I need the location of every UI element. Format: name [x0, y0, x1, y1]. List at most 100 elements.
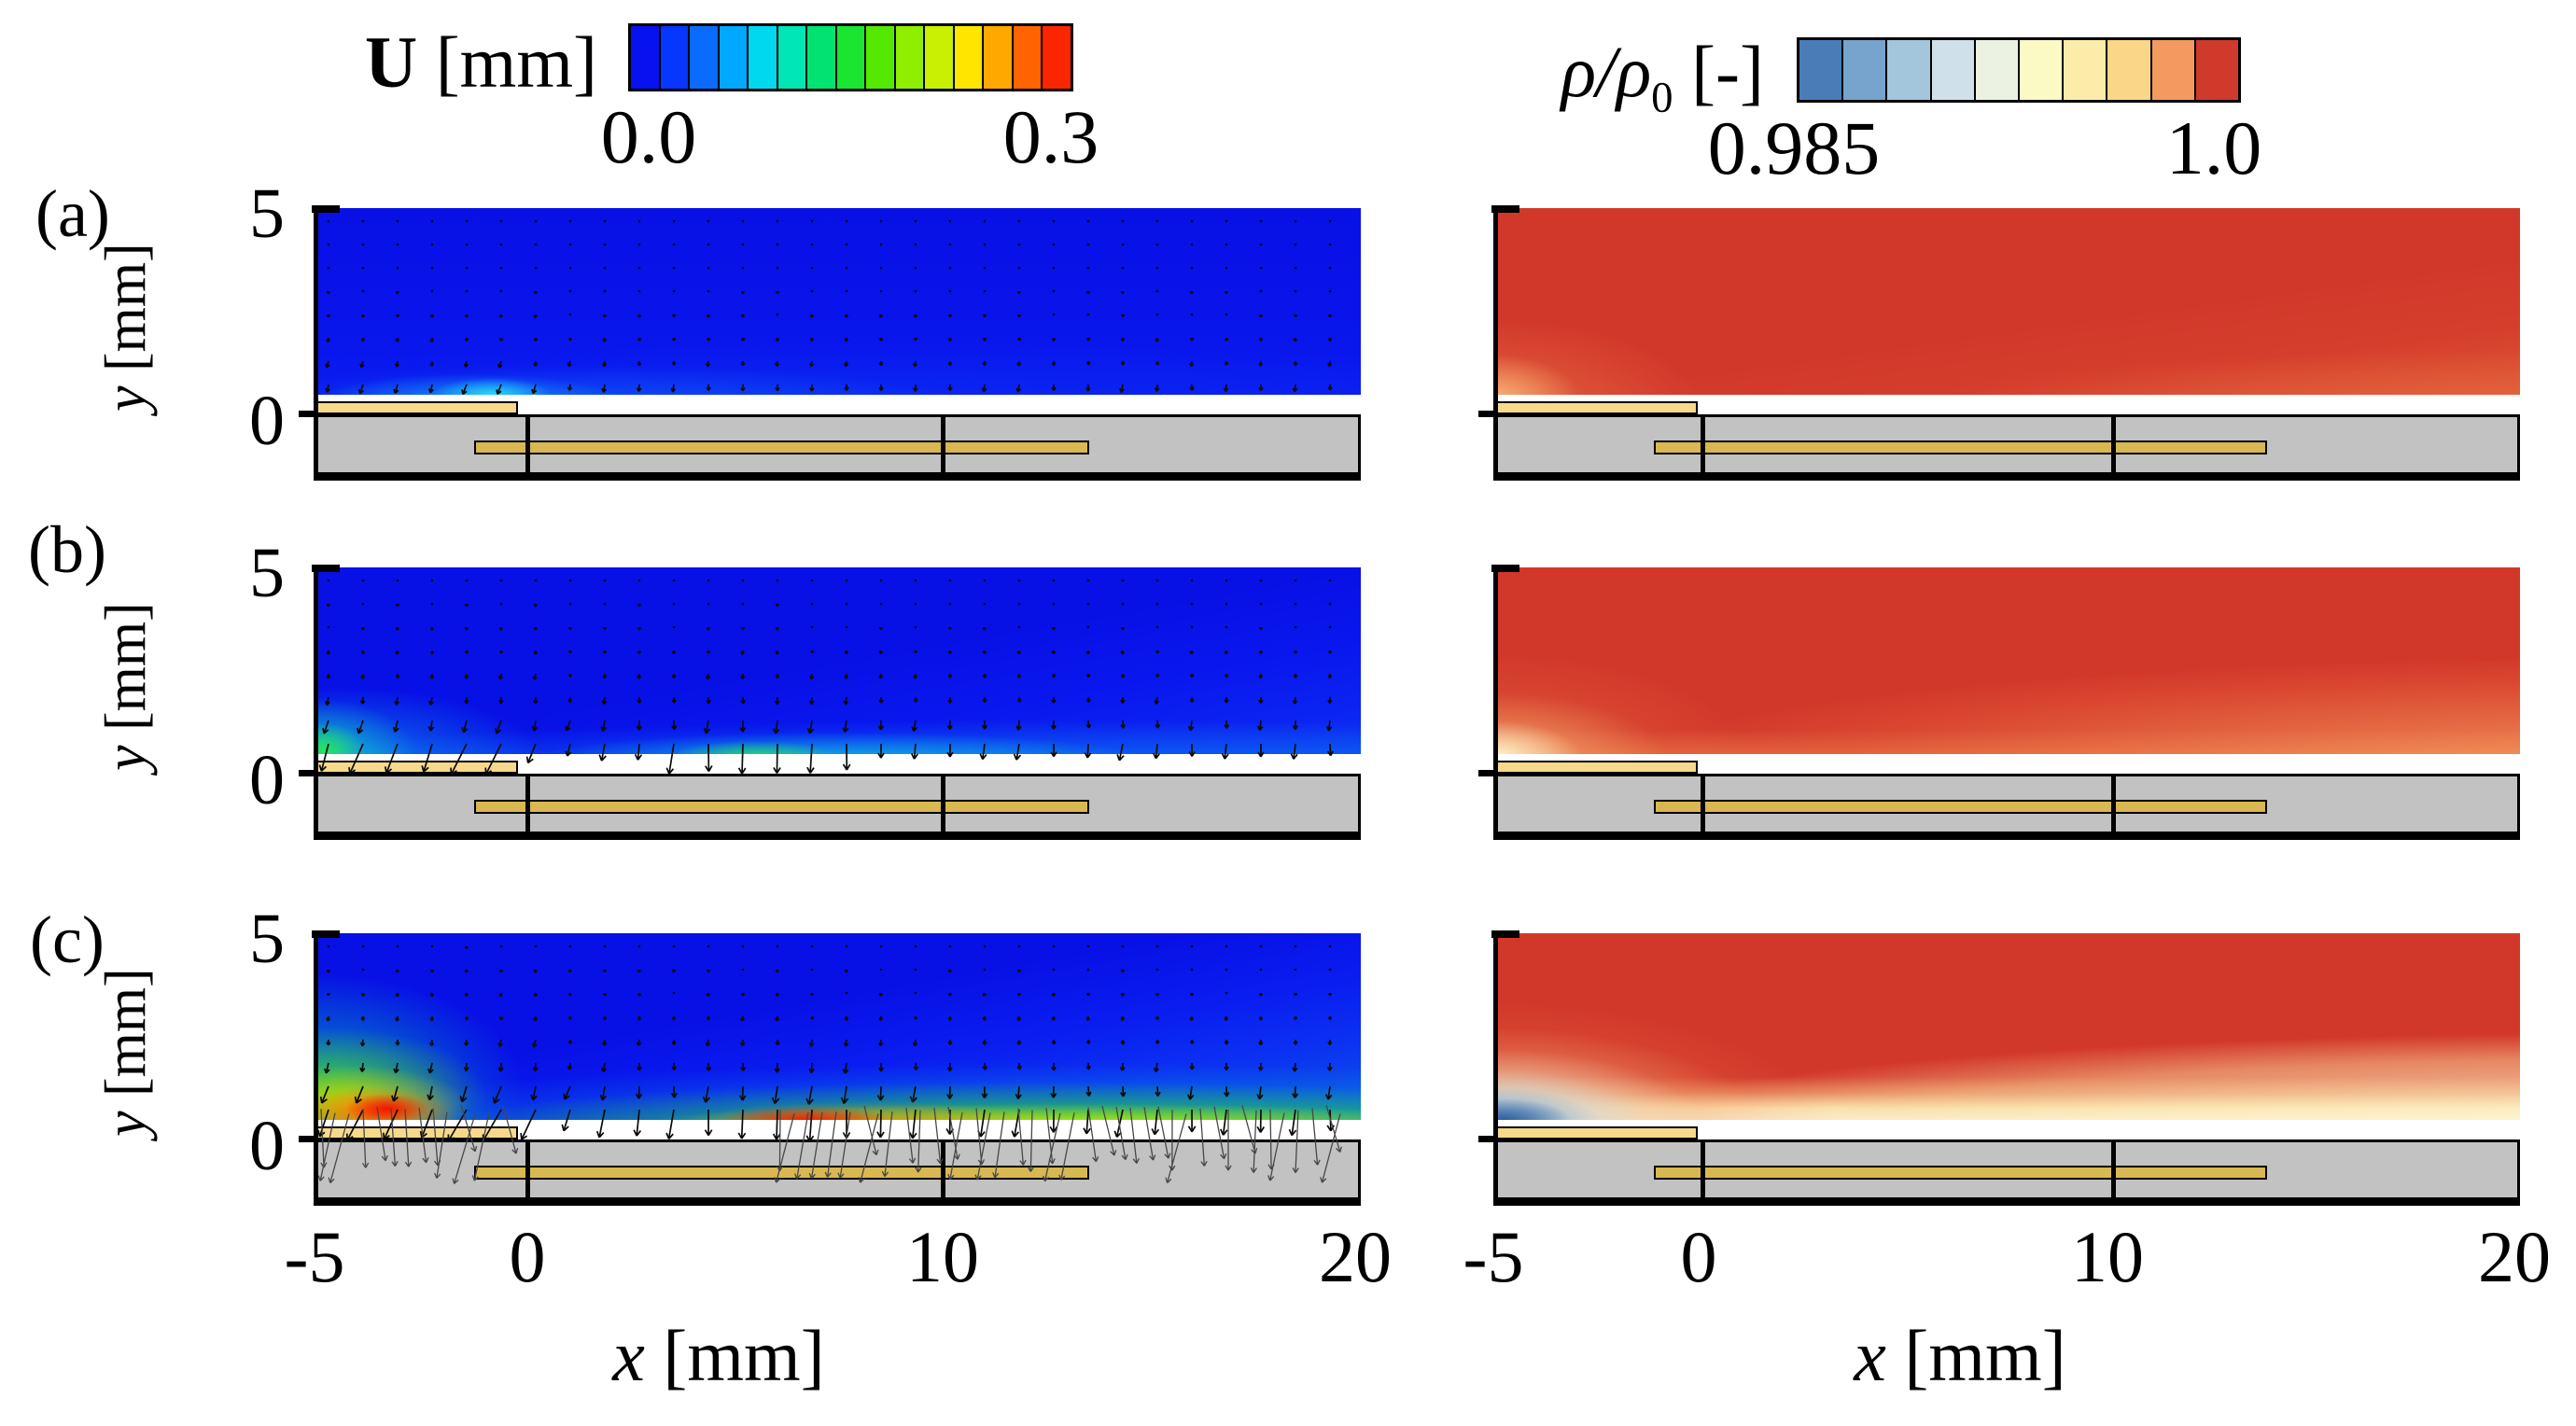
velocity-unit: [mm]	[417, 21, 597, 103]
x-tick-line-10	[941, 414, 945, 481]
colorbar-segment	[2020, 40, 2065, 100]
colorbar-segment	[866, 26, 896, 89]
density-symbol-sub: 0	[1651, 73, 1673, 122]
x-tick-20-right: 20	[2478, 1216, 2551, 1297]
colorbar-segment	[719, 26, 749, 89]
density-colorbar-min: 0.985	[1707, 105, 1881, 190]
x-tick-line-10	[941, 774, 945, 840]
y-axis-label-b: y [mm]	[94, 602, 158, 771]
y-tick-0-b: 0	[249, 741, 285, 819]
x-tick-line-10	[941, 1139, 945, 1206]
velocity-panel-a	[299, 205, 1361, 481]
density-symbol: ρ/ρ	[1561, 31, 1652, 112]
colorbar-segment	[925, 26, 955, 89]
velocity-field-c	[314, 933, 1361, 1120]
y-axis-line	[314, 567, 318, 840]
y-tick-mark-0	[299, 1136, 316, 1142]
exposed-electrode	[314, 1126, 518, 1139]
y-tick-mark-5	[1491, 930, 1519, 938]
velocity-symbol: U	[364, 21, 418, 103]
x-tick-line-0	[525, 774, 530, 840]
colorbar-segment	[2151, 40, 2196, 100]
density-unit: [-]	[1673, 31, 1764, 112]
velocity-panel-b	[299, 565, 1361, 840]
y-axis-label-c: y [mm]	[94, 968, 158, 1137]
x-tick-10-right: 10	[2071, 1216, 2144, 1297]
row-label-c: (c)	[30, 902, 105, 977]
velocity-field-a	[314, 208, 1361, 395]
x-tick-line-10	[2111, 774, 2116, 840]
buried-electrode	[474, 440, 1089, 454]
velocity-colorbar-title: U [mm]	[327, 21, 597, 105]
density-panel-c	[1478, 930, 2520, 1206]
row-label-a: (a)	[35, 176, 110, 251]
density-colorbar-max: 1.0	[2165, 105, 2262, 190]
x-tick-minus5-right: -5	[1463, 1216, 1524, 1297]
density-colorbar-title: ρ/ρ0 [-]	[1442, 30, 1764, 123]
buried-electrode	[1654, 800, 2267, 814]
density-panel-b	[1478, 565, 2520, 840]
exposed-electrode	[314, 761, 518, 774]
colorbar-segment	[1043, 26, 1071, 89]
exposed-electrode	[1493, 1126, 1698, 1139]
colorbar-segment	[2064, 40, 2108, 100]
y-tick-0-a: 0	[249, 382, 285, 460]
colorbar-segment	[660, 26, 691, 89]
y-tick-mark-0	[299, 770, 316, 776]
x-tick-line-0	[525, 1139, 530, 1206]
colorbar-segment	[836, 26, 867, 89]
colorbar-segment	[984, 26, 1014, 89]
y-axis-label-a: y [mm]	[94, 243, 158, 412]
x-tick-line-10	[2111, 1139, 2116, 1206]
velocity-colorbar-min: 0.0	[600, 94, 697, 179]
colorbar-segment	[690, 26, 720, 89]
x-axis-label-right: x [mm]	[1854, 1315, 2066, 1396]
colorbar-segment	[777, 26, 808, 89]
y-tick-mark-5	[312, 205, 340, 213]
x-tick-minus5-left: -5	[284, 1216, 345, 1297]
colorbar-segment	[954, 26, 985, 89]
y-tick-5-c: 5	[249, 900, 285, 978]
buried-electrode	[1654, 1166, 2267, 1180]
density-field-c	[1493, 933, 2520, 1120]
x-tick-line-0	[525, 414, 530, 481]
x-tick-line-10	[2111, 414, 2116, 481]
colorbar-segment	[895, 26, 926, 89]
y-tick-mark-0	[1478, 1136, 1496, 1142]
exposed-electrode	[1493, 761, 1698, 774]
colorbar-segment	[1887, 40, 1932, 100]
y-axis-line	[314, 208, 318, 481]
y-tick-mark-5	[1491, 565, 1519, 572]
y-axis-line	[1493, 208, 1498, 481]
x-tick-20-left: 20	[1319, 1216, 1392, 1297]
y-tick-5-b: 5	[249, 534, 285, 612]
y-tick-mark-5	[1491, 205, 1519, 213]
x-tick-line-0	[1701, 414, 1705, 481]
velocity-field-b	[314, 567, 1361, 754]
x-tick-0-right: 0	[1680, 1216, 1717, 1297]
colorbar-segment	[1013, 26, 1043, 89]
y-axis-line	[1493, 933, 1498, 1206]
density-field-a	[1493, 208, 2520, 395]
colorbar-segment	[2107, 40, 2152, 100]
x-tick-10-left: 10	[906, 1216, 979, 1297]
colorbar-segment	[2195, 40, 2239, 100]
colorbar-segment	[1843, 40, 1888, 100]
colorbar-segment	[631, 26, 661, 89]
exposed-electrode	[314, 401, 518, 414]
buried-electrode	[474, 800, 1089, 814]
exposed-electrode	[1493, 401, 1698, 414]
colorbar-segment	[807, 26, 837, 89]
x-axis-label-left: x [mm]	[612, 1315, 825, 1396]
colorbar-segment	[749, 26, 778, 89]
colorbar-segment	[1975, 40, 2021, 100]
density-panel-a	[1478, 205, 2520, 481]
buried-electrode	[1654, 440, 2267, 454]
x-tick-line-0	[1701, 1139, 1705, 1206]
velocity-panel-c	[299, 930, 1361, 1206]
y-tick-0-c: 0	[249, 1107, 285, 1185]
y-tick-mark-5	[312, 565, 340, 572]
y-tick-mark-0	[299, 411, 316, 417]
y-tick-mark-0	[1478, 411, 1496, 417]
